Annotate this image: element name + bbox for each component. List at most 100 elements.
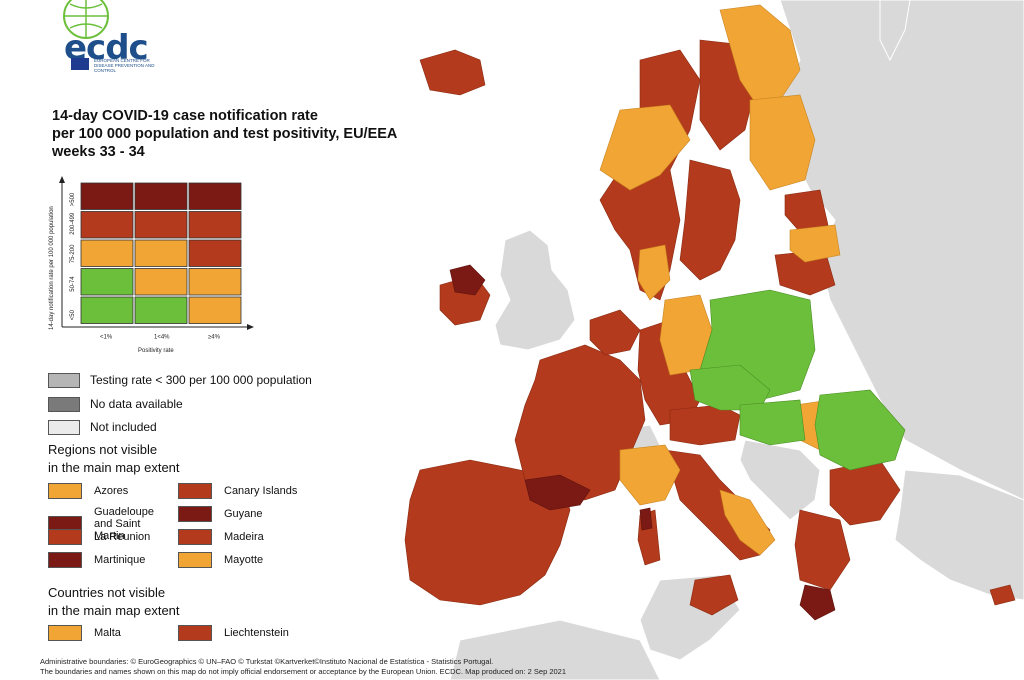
not-included-swatch [48,419,80,435]
matrix-cell [188,182,242,210]
legend-label: Guyane [224,508,263,520]
footer-line-2: The boundaries and names shown on this m… [40,666,567,676]
matrix-row-label: 75-200 [70,244,76,263]
northern-ireland [449,264,486,296]
green-regions [689,289,906,471]
no-data-label: No data available [90,397,183,411]
legend-swatch [178,552,212,568]
cyprus [989,584,1016,606]
legend-item: Malta [48,625,176,641]
title-line-2: per 100 000 population and test positivi… [52,126,398,142]
matrix-cell [188,211,242,239]
estonia [784,189,829,233]
footer: Administrative boundaries: © EuroGeograp… [40,657,566,676]
legend-label: Madeira [224,531,264,543]
legend-swatch [178,529,212,545]
legend-item: La Reunion [48,529,176,545]
legend-swatch [48,483,82,499]
denmark [637,244,671,301]
matrix-col-label: 1<4% [154,335,170,341]
legend-label: Martinique [94,554,146,566]
testing-rate-label: Testing rate < 300 per 100 000 populatio… [90,373,312,387]
romania [814,389,906,471]
matrix-cell [134,239,188,267]
ecdc-globe-icon [63,0,109,39]
northern-italy [619,444,681,506]
finland-south [749,94,816,191]
matrix-x-arrowhead [247,324,254,330]
matrix-cell [188,239,242,267]
title-line-1: 14-day COVID-19 case notification rate [52,108,318,124]
benelux [589,309,641,356]
norway-central [599,104,691,191]
legend-item: Guadeloupe and Saint Martin [48,506,176,542]
matrix-cell [80,211,134,239]
matrix-row-label: >500 [70,192,76,206]
greece [794,509,851,591]
corsica [639,507,653,531]
footer-line-1: Administrative boundaries: © EuroGeograp… [40,657,494,666]
no-data-swatch [48,396,80,412]
legend-item: Canary Islands [178,483,306,499]
matrix-cell [80,182,134,210]
matrix-y-arrowhead [59,176,65,183]
testing-rate-swatch [48,372,80,388]
legend-swatch [48,625,82,641]
norway-north-grey [879,0,911,62]
title-line-3: weeks 33 - 34 [52,144,145,160]
matrix-row-label: 50-74 [70,276,76,292]
not-included-label: Not included [90,420,157,434]
matrix-row-label: 200-499 [70,212,76,235]
matrix-x-axis-label: Positivity rate [138,348,174,354]
united-kingdom [494,229,576,351]
finland-north [719,4,801,111]
legend-no-data: No data available [48,395,183,413]
matrix-cell [80,268,134,296]
legend-label: La Reunion [94,531,151,543]
legend-item: Guyane [178,506,306,522]
iceland [419,49,486,96]
legend-item: Azores [48,483,176,499]
sicily [689,574,739,616]
bulgaria [829,459,901,526]
matrix-cell [134,211,188,239]
legend-swatch [178,625,212,641]
austria [669,404,741,446]
matrix-col-label: ≥4% [208,335,221,341]
italy-adriatic [719,489,776,556]
matrix-cell [188,268,242,296]
latvia [789,224,841,263]
legend-swatch [48,552,82,568]
countries-heading: Countries not visible in the main map ex… [48,584,180,620]
balkans-grey [739,439,821,521]
legend-label: Mayotte [224,554,264,566]
turkey-grey [894,469,1024,601]
france [514,344,646,501]
hungary-slovakia [739,399,806,446]
regions-heading-line-1: Regions not visible [48,442,158,457]
legend-swatch [48,529,82,545]
dark-red-regions [449,264,836,621]
ecdc-logo-subtitle: EUROPEAN CENTRE FOR DISEASE PREVENTION A… [94,58,155,73]
legend-label: Canary Islands [224,485,298,497]
countries-heading-line-2: in the main map extent [48,603,180,618]
matrix-col-label: <1% [100,335,113,341]
regions-heading-line-2: in the main map extent [48,460,180,475]
occitanie [524,474,591,511]
legend-item: Madeira [178,529,306,545]
legend-item: Liechtenstein [178,625,306,641]
eu-flag-icon [71,58,89,70]
north-africa-west-grey [449,619,661,680]
regions-heading: Regions not visible in the main map exte… [48,441,180,477]
legend-item: Martinique [48,552,176,568]
risk-matrix: >500 200-499 75-200 50-74 <50 <1% 1<4% ≥4% [70,182,242,341]
legend-swatch [178,506,212,522]
legend-not-included: Not included [48,418,157,436]
greece-south [799,584,836,621]
countries-heading-line-1: Countries not visible [48,585,166,600]
sweden-south [679,159,741,281]
matrix-cell [134,268,188,296]
matrix-row-label: <50 [70,309,76,320]
legend-swatch [178,483,212,499]
